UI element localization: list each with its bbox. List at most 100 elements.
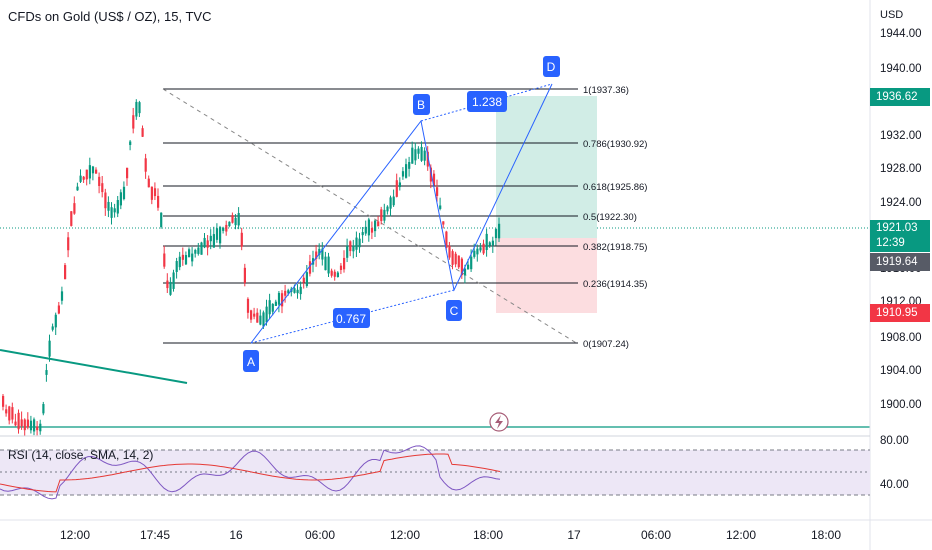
rsi-title[interactable]: RSI (14, close, SMA, 14, 2) (8, 448, 154, 462)
price-tick-label: 1940.00 (880, 63, 922, 75)
symbol-title[interactable]: CFDs on Gold (US$ / OZ), 15, TVC (8, 9, 212, 24)
candle-body (485, 233, 488, 251)
candle-body (188, 249, 191, 258)
point-label-c[interactable]: C (446, 300, 462, 321)
currency-unit: USD (880, 9, 904, 21)
candle-body (147, 178, 150, 188)
candle-body (383, 209, 386, 221)
candle-body (157, 195, 160, 208)
abcd-legs (250, 83, 553, 344)
candle-body (305, 272, 308, 286)
rsi-ma-line (0, 453, 501, 493)
candle-body (408, 161, 411, 169)
candle-body (308, 261, 312, 274)
candle-body (377, 221, 380, 227)
candle-body (417, 148, 420, 154)
time-tick-label: 17 (567, 528, 581, 542)
svg-text:B: B (417, 98, 425, 112)
candle-body (346, 245, 349, 258)
bar-countdown: 12:39 (876, 237, 905, 249)
point-label-b[interactable]: B (413, 94, 430, 115)
candle-body (166, 280, 169, 289)
time-tick-label: 06:00 (641, 528, 671, 542)
price-tick-label: 1904.00 (880, 365, 922, 377)
candle-body (460, 258, 463, 276)
candle-body (172, 272, 175, 289)
candle-body (104, 192, 107, 209)
point-label-a[interactable]: A (243, 350, 259, 372)
candle-body (454, 253, 457, 265)
candle-body (178, 256, 181, 268)
fib-level-label: 0.5(1922.30) (583, 212, 637, 223)
candle-body (42, 404, 45, 414)
candle-body (476, 248, 479, 255)
candle-body (8, 406, 11, 421)
time-axis[interactable]: 12:00 17:45 16 06:00 12:00 18:00 17 06:00 12:00 1… (60, 528, 841, 542)
candle-body (153, 188, 157, 197)
candle-body (268, 300, 271, 315)
candle-body (277, 292, 281, 305)
long-position-target-zone[interactable] (496, 96, 597, 238)
candle-body (256, 312, 259, 323)
price-tick-label: 1908.00 (880, 332, 922, 344)
rsi-tick-label: 40.00 (880, 479, 909, 491)
ratio-label-bc[interactable]: 0.767 (333, 308, 370, 328)
candle-body (349, 241, 352, 252)
candle-body (126, 167, 129, 179)
candle-body (45, 370, 48, 375)
candle-body (144, 158, 147, 172)
fib-retracement[interactable]: 1(1937.36) 0.786(1930.92) 0.618(1925.86) 0.… (163, 85, 647, 350)
candle-body (457, 255, 460, 268)
long-position-stop-zone[interactable] (496, 238, 597, 313)
candle-body (395, 180, 398, 197)
candle-body (169, 281, 172, 295)
fib-level-label: 1(1937.36) (583, 85, 629, 96)
rsi-line (0, 445, 501, 500)
lightning-icon[interactable] (489, 412, 509, 432)
candle-body (432, 173, 436, 186)
price-tick-label: 1932.00 (880, 130, 922, 142)
svg-text:1.238: 1.238 (472, 95, 502, 109)
price-pane[interactable]: 1(1937.36) 0.786(1930.92) 0.618(1925.86) 0.… (0, 83, 870, 437)
candle-body (160, 212, 163, 228)
candle-body (107, 201, 110, 211)
candle-body (135, 101, 138, 117)
candle-body (222, 227, 225, 231)
price-tick-label: 1924.00 (880, 197, 922, 209)
rsi-pane[interactable] (0, 445, 870, 500)
trend-line[interactable] (0, 349, 188, 384)
candle-body (101, 183, 104, 193)
candle-body (463, 268, 467, 276)
fib-level-label: 0.236(1914.35) (583, 279, 647, 290)
candle-body (150, 186, 153, 200)
candle-body (287, 290, 290, 294)
candle-body (284, 290, 287, 296)
candle-body (389, 197, 392, 209)
point-label-d[interactable]: D (543, 56, 560, 77)
candle-body (333, 271, 336, 277)
candle-body (426, 151, 429, 167)
candle-body (423, 150, 426, 161)
candle-body (231, 215, 234, 223)
candle-body (265, 306, 268, 323)
candle-body (253, 313, 256, 317)
candle-body (95, 169, 98, 174)
price-tick-label: 1900.00 (880, 399, 922, 411)
candle-body (20, 419, 23, 427)
candle-body (48, 340, 51, 357)
ratio-label-cd[interactable]: 1.238 (467, 91, 507, 112)
price-axis[interactable]: 1944.001940.001936.001932.001928.001924.… (880, 28, 922, 491)
candle-body (318, 248, 321, 255)
candle-body (76, 186, 79, 191)
candle-body (498, 223, 501, 239)
fib-level-label: 0.382(1918.75) (583, 242, 647, 253)
candle-body (445, 231, 448, 248)
candle-body (206, 240, 209, 248)
candle-body (367, 219, 370, 236)
candle-body (324, 256, 327, 271)
candle-body (436, 187, 439, 196)
candle-body (67, 237, 70, 251)
candle-body (439, 205, 442, 209)
candle-body (33, 419, 36, 432)
